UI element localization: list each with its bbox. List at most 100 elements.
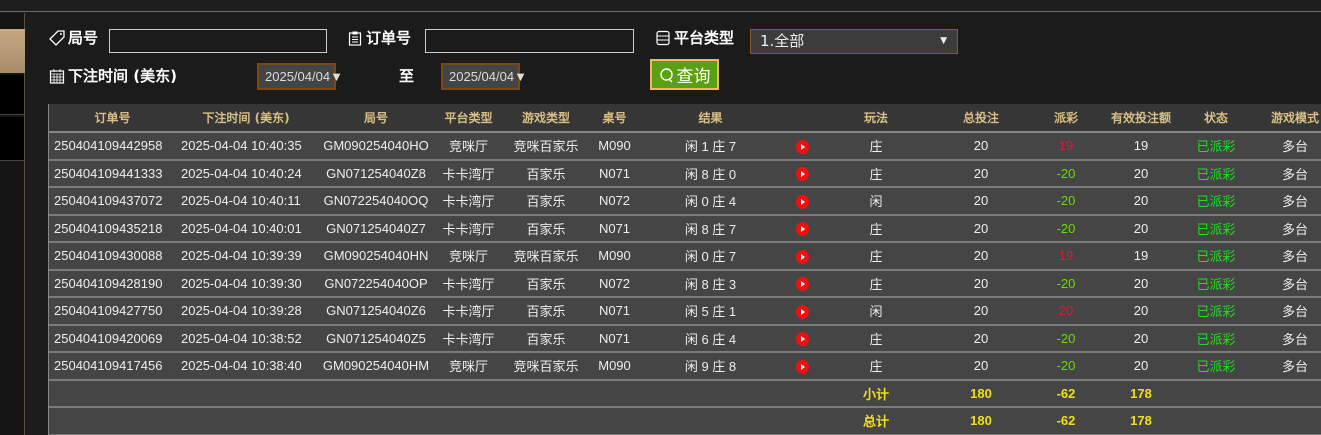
order-id-cell: 250404109441333 — [49, 159, 176, 188]
valid-bet-cell: 20 — [1101, 159, 1181, 188]
replay-cell[interactable] — [783, 297, 821, 326]
to-label: 至 — [399, 67, 415, 85]
empty-cell — [501, 407, 591, 435]
table-no-cell: M090 — [591, 132, 638, 161]
empty-cell — [591, 407, 638, 435]
bet-time-cell: 2025-04-04 10:40:24 — [176, 159, 316, 188]
status-cell: 已派彩 — [1181, 132, 1251, 161]
round-id-cell: GN071254040Z7 — [316, 214, 436, 243]
game-mode-cell: 多台 — [1251, 297, 1321, 326]
replay-cell[interactable] — [783, 324, 821, 353]
play-video-icon[interactable] — [795, 194, 809, 209]
query-label: 查询 — [676, 67, 711, 87]
replay-cell[interactable] — [783, 269, 821, 298]
subtotal-label: 小计 — [821, 379, 931, 408]
order-id-cell: 250404109442958 — [49, 132, 176, 161]
status-cell: 已派彩 — [1181, 242, 1251, 271]
table-row: 250404109427750 2025-04-04 10:39:28 GN0712… — [49, 297, 1321, 326]
bet-time-cell: 2025-04-04 10:40:11 — [176, 187, 316, 216]
table-no-cell: N072 — [591, 187, 638, 216]
payout-cell: -20 — [1031, 269, 1101, 298]
replay-cell[interactable] — [783, 242, 821, 271]
platform-cell: 卡卡湾厅 — [436, 324, 501, 353]
payout-cell: -20 — [1031, 159, 1101, 188]
time-label-text: 下注时间 (美东) — [68, 67, 177, 85]
replay-cell[interactable] — [783, 132, 821, 161]
play-video-icon[interactable] — [795, 167, 809, 182]
play-video-icon[interactable] — [795, 359, 809, 374]
replay-cell[interactable] — [783, 187, 821, 216]
empty-cell — [638, 379, 783, 408]
valid-bet-cell: 19 — [1101, 242, 1181, 271]
date-from-picker[interactable]: 2025/04/04▼ — [257, 63, 343, 90]
game-mode-cell: 多台 — [1251, 352, 1321, 381]
total-label: 总计 — [821, 407, 931, 435]
payout-cell: 20 — [1031, 297, 1101, 326]
total-bet-cell: 20 — [931, 214, 1031, 243]
bet-type-cell: 闲 — [821, 297, 931, 326]
game-type-cell: 百家乐 — [501, 297, 591, 326]
bet-type-cell: 庄 — [821, 352, 931, 381]
game-type-cell: 百家乐 — [501, 187, 591, 216]
replay-cell[interactable] — [783, 352, 821, 381]
bet-time-cell: 2025-04-04 10:38:52 — [176, 324, 316, 353]
empty-cell — [591, 379, 638, 408]
play-video-icon[interactable] — [795, 139, 809, 154]
table-no-cell: N071 — [591, 214, 638, 243]
status-cell: 已派彩 — [1181, 159, 1251, 188]
round-id-cell: GN071254040Z8 — [316, 159, 436, 188]
replay-cell[interactable] — [783, 214, 821, 243]
payout-cell: 19 — [1031, 132, 1101, 161]
column-header: 下注时间 (美东) — [176, 104, 316, 133]
round-input[interactable] — [109, 29, 327, 53]
empty-cell — [316, 407, 436, 435]
valid-bet-cell: 19 — [1101, 132, 1181, 161]
order-input[interactable] — [425, 29, 634, 53]
column-header: 局号 — [316, 104, 436, 133]
round-id-cell: GN072254040OP — [316, 269, 436, 298]
column-header: 状态 — [1181, 104, 1251, 133]
calendar-icon — [49, 68, 65, 84]
platform-select[interactable]: 1.全部 ▼ — [750, 29, 958, 54]
valid-bet-cell: 20 — [1101, 187, 1181, 216]
game-type-cell: 百家乐 — [501, 159, 591, 188]
result-cell: 闲 9 庄 8 — [638, 352, 783, 381]
date-to-picker[interactable]: 2025/04/04▼ — [441, 63, 527, 90]
column-header: 游戏模式 — [1251, 104, 1321, 133]
table-row: 250404109441333 2025-04-04 10:40:24 GN0712… — [49, 159, 1321, 188]
round-id-cell: GM090254040HM — [316, 352, 436, 381]
bet-time-cell: 2025-04-04 10:39:30 — [176, 269, 316, 298]
order-id-cell: 250404109428190 — [49, 269, 176, 298]
table-row: 250404109417456 2025-04-04 10:38:40 GM0902… — [49, 352, 1321, 381]
sidebar-item[interactable] — [0, 75, 24, 115]
bet-type-cell: 庄 — [821, 159, 931, 188]
subtotal-row: 小计 180 -62 178 — [49, 379, 1321, 408]
play-video-icon[interactable] — [795, 332, 809, 347]
play-video-icon[interactable] — [795, 277, 809, 292]
column-header: 派彩 — [1031, 104, 1101, 133]
play-video-icon[interactable] — [795, 249, 809, 264]
top-bar — [0, 0, 1321, 12]
empty-cell — [783, 407, 821, 435]
empty-cell — [783, 379, 821, 408]
result-cell: 闲 8 庄 7 — [638, 214, 783, 243]
sidebar-tab-active[interactable] — [0, 29, 25, 73]
bet-type-cell: 庄 — [821, 242, 931, 271]
round-id-cell: GN071254040Z6 — [316, 297, 436, 326]
play-video-icon[interactable] — [795, 222, 809, 237]
payout-cell: -20 — [1031, 352, 1101, 381]
play-video-icon[interactable] — [795, 304, 809, 319]
order-id-cell: 250404109417456 — [49, 352, 176, 381]
order-id-cell: 250404109427750 — [49, 297, 176, 326]
bet-type-cell: 庄 — [821, 132, 931, 161]
platform-label-text: 平台类型 — [674, 29, 735, 47]
table-no-cell: M090 — [591, 242, 638, 271]
result-cell: 闲 8 庄 3 — [638, 269, 783, 298]
table-no-cell: M090 — [591, 352, 638, 381]
query-button[interactable]: 查询 — [650, 59, 719, 90]
bet-time-cell: 2025-04-04 10:39:28 — [176, 297, 316, 326]
round-label-text: 局号 — [68, 29, 99, 47]
order-id-cell: 250404109435218 — [49, 214, 176, 243]
replay-cell[interactable] — [783, 159, 821, 188]
sidebar-item[interactable] — [0, 117, 24, 161]
